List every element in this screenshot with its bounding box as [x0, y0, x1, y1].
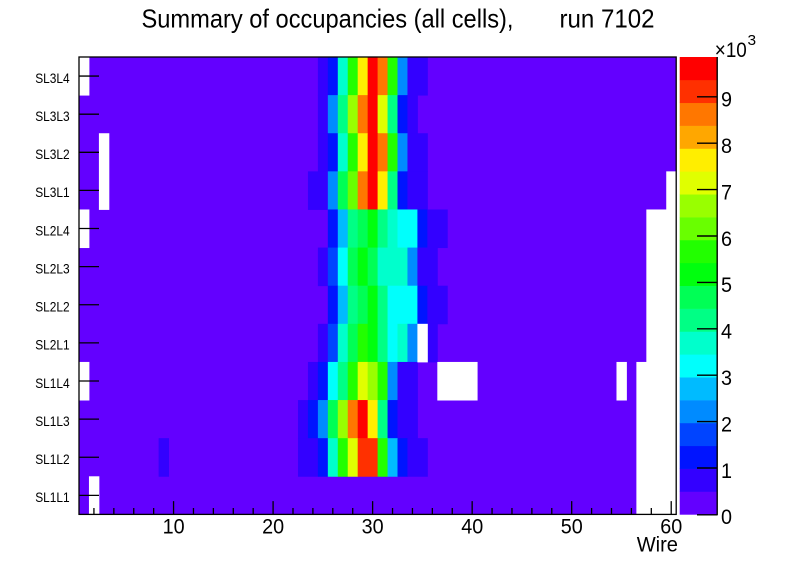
svg-text:SL2L3: SL2L3	[35, 260, 70, 276]
svg-text:SL3L3: SL3L3	[35, 108, 70, 124]
svg-text:8: 8	[721, 135, 732, 158]
svg-text:6: 6	[721, 228, 732, 251]
svg-text:60: 60	[660, 516, 682, 539]
svg-text:SL1L2: SL1L2	[35, 451, 70, 467]
svg-text:SL1L4: SL1L4	[35, 375, 70, 391]
svg-text:Wire: Wire	[637, 534, 678, 557]
svg-text:1: 1	[721, 460, 732, 483]
svg-text:7: 7	[721, 181, 732, 204]
svg-text:SL2L4: SL2L4	[35, 222, 70, 238]
svg-text:2: 2	[721, 413, 732, 436]
svg-text:30: 30	[362, 516, 384, 539]
svg-text:0: 0	[721, 506, 732, 529]
svg-text:×10: ×10	[715, 39, 747, 62]
svg-text:20: 20	[262, 516, 284, 539]
svg-text:SL2L2: SL2L2	[35, 299, 70, 315]
svg-text:4: 4	[721, 321, 732, 344]
svg-text:run 7102: run 7102	[560, 3, 655, 33]
svg-text:SL1L1: SL1L1	[35, 489, 70, 505]
svg-text:10: 10	[163, 516, 185, 539]
svg-text:3: 3	[721, 367, 732, 390]
svg-text:SL3L1: SL3L1	[35, 184, 70, 200]
svg-text:SL3L4: SL3L4	[35, 70, 70, 86]
svg-text:40: 40	[461, 516, 483, 539]
svg-text:50: 50	[561, 516, 583, 539]
svg-text:SL3L2: SL3L2	[35, 146, 70, 162]
svg-text:SL1L3: SL1L3	[35, 413, 70, 429]
svg-text:5: 5	[721, 274, 732, 297]
svg-text:SL2L1: SL2L1	[35, 337, 70, 353]
svg-text:3: 3	[748, 33, 757, 49]
svg-text:Summary of occupancies (all ce: Summary of occupancies (all cells),	[142, 3, 514, 33]
svg-text:9: 9	[721, 89, 732, 112]
